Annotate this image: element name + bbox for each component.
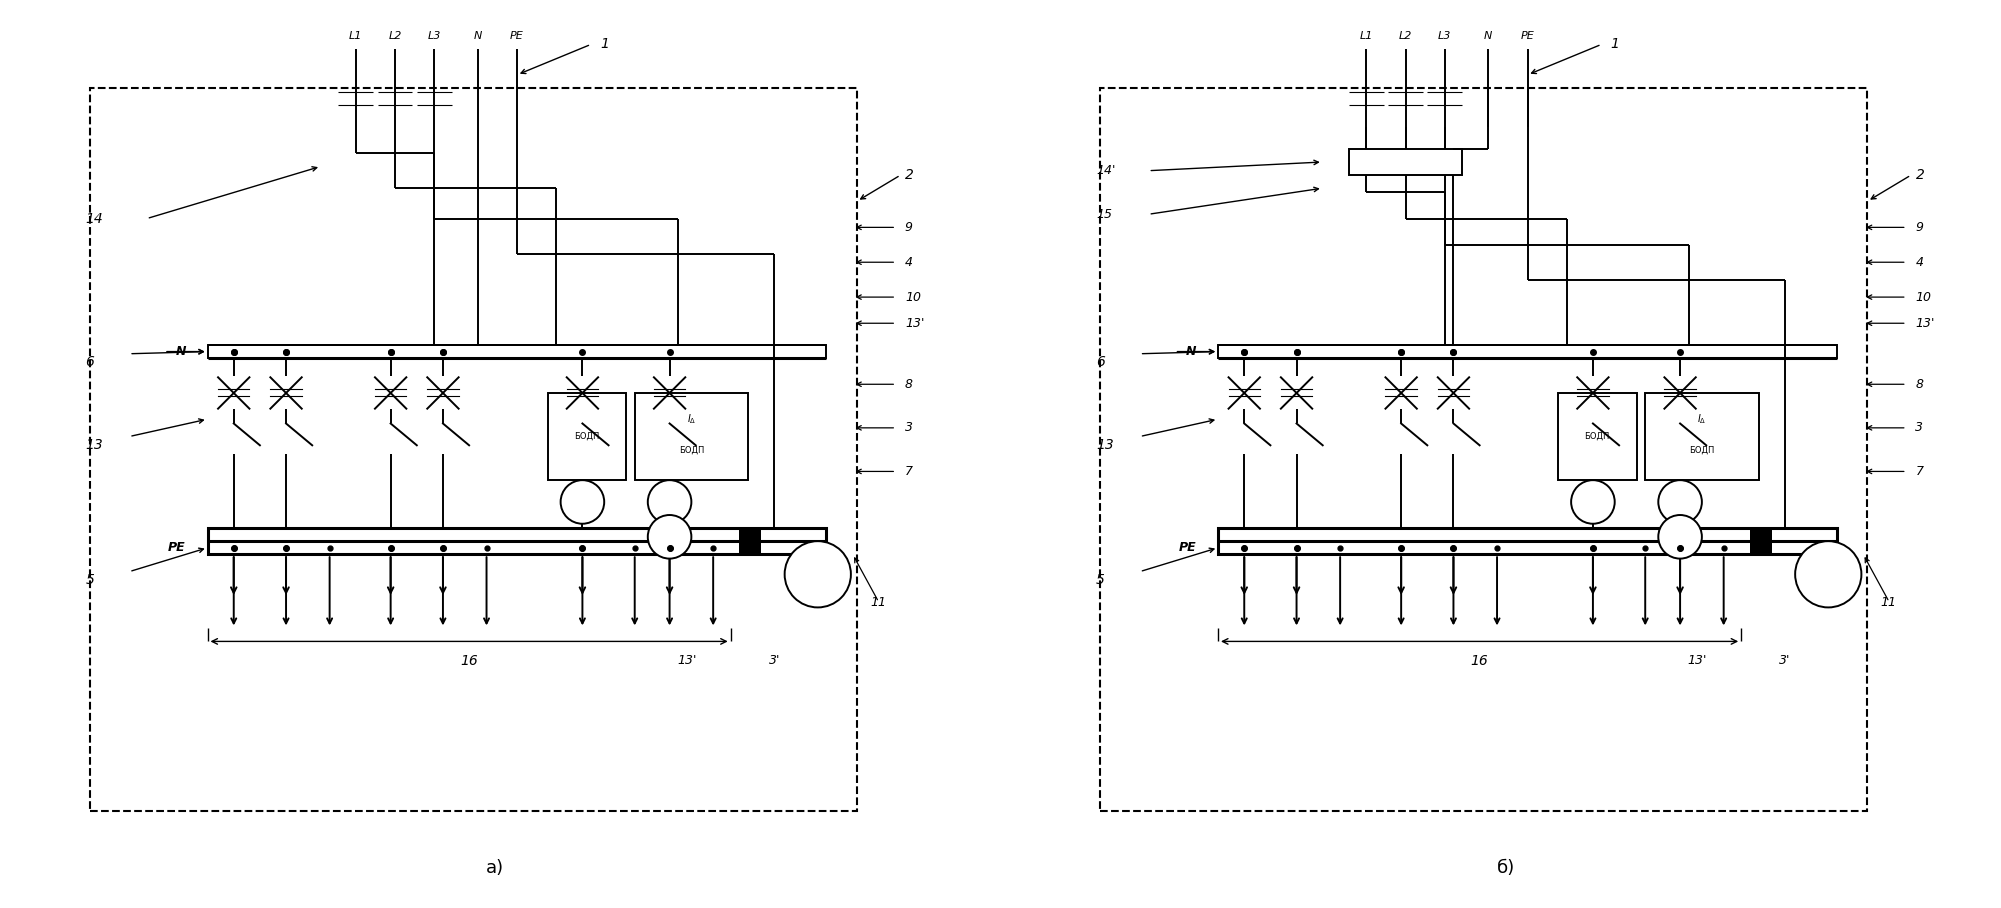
Circle shape [1571, 480, 1615, 524]
Bar [1645, 393, 1759, 480]
Text: 5: 5 [86, 573, 94, 587]
Circle shape [1795, 541, 1861, 607]
Bar [90, 88, 856, 812]
Text: PE: PE [168, 541, 186, 554]
Text: 16: 16 [1471, 655, 1489, 668]
Bar [208, 345, 826, 358]
Text: 3: 3 [1915, 421, 1923, 434]
Text: 10: 10 [1915, 291, 1931, 303]
Text: 8: 8 [1915, 378, 1923, 390]
Circle shape [648, 480, 692, 524]
Bar [1349, 149, 1463, 175]
Text: 9: 9 [904, 221, 912, 234]
Circle shape [1659, 515, 1703, 558]
Text: $I_{\Delta}$: $I_{\Delta}$ [1697, 412, 1707, 426]
Text: 13': 13' [904, 317, 924, 330]
Text: 2: 2 [904, 168, 914, 183]
Text: БОДП: БОДП [678, 445, 704, 454]
Text: 10: 10 [904, 291, 920, 303]
Text: 2: 2 [1915, 168, 1925, 183]
Text: N: N [1187, 345, 1197, 358]
Circle shape [784, 541, 850, 607]
Bar [738, 528, 760, 554]
Circle shape [560, 480, 604, 524]
Text: L3: L3 [1439, 31, 1451, 41]
Text: 1: 1 [600, 37, 608, 52]
Text: 13: 13 [86, 439, 104, 452]
Circle shape [1659, 480, 1703, 524]
Text: 5: 5 [1097, 573, 1105, 587]
Text: 14: 14 [86, 212, 104, 226]
Text: БОДП: БОДП [1689, 445, 1715, 454]
Text: 7: 7 [1915, 465, 1923, 478]
Bar [634, 393, 748, 480]
Text: а): а) [486, 859, 504, 877]
Text: PE: PE [1521, 31, 1535, 41]
Text: 11: 11 [870, 596, 886, 608]
Text: 15: 15 [1097, 208, 1113, 221]
Text: БОДП: БОДП [574, 432, 600, 441]
Text: L1: L1 [348, 31, 362, 41]
Text: L2: L2 [388, 31, 402, 41]
Bar [1219, 345, 1837, 358]
Bar [548, 393, 626, 480]
Text: 4: 4 [1915, 256, 1923, 269]
Text: 4: 4 [904, 256, 912, 269]
Text: 7: 7 [904, 465, 912, 478]
Bar [1219, 528, 1837, 554]
Text: PE: PE [510, 31, 524, 41]
Bar [1559, 393, 1637, 480]
Circle shape [648, 515, 692, 558]
Text: 3': 3' [768, 655, 780, 667]
Text: 13': 13' [1915, 317, 1935, 330]
Bar [1101, 88, 1867, 812]
Text: 13: 13 [1097, 439, 1115, 452]
Text: L2: L2 [1399, 31, 1413, 41]
Text: 14': 14' [1097, 164, 1115, 177]
Text: б): б) [1497, 859, 1515, 877]
Text: 13': 13' [676, 655, 696, 667]
Text: 9: 9 [1915, 221, 1923, 234]
Text: 6: 6 [1097, 355, 1105, 370]
Text: 11: 11 [1881, 596, 1897, 608]
Text: N: N [1485, 31, 1493, 41]
Text: БОДП: БОДП [1585, 432, 1611, 441]
Bar [208, 528, 826, 554]
Bar [1749, 528, 1771, 554]
Text: 3: 3 [904, 421, 912, 434]
Text: 6: 6 [86, 355, 94, 370]
Text: L3: L3 [428, 31, 440, 41]
Text: PE: PE [1179, 541, 1197, 554]
Text: 16: 16 [460, 655, 478, 668]
Text: $I_{\Delta}$: $I_{\Delta}$ [686, 412, 696, 426]
Text: N: N [176, 345, 186, 358]
Text: N: N [474, 31, 482, 41]
Text: 13': 13' [1687, 655, 1707, 667]
Text: L1: L1 [1359, 31, 1373, 41]
Text: 3': 3' [1779, 655, 1791, 667]
Text: 1: 1 [1611, 37, 1619, 52]
Text: 8: 8 [904, 378, 912, 390]
